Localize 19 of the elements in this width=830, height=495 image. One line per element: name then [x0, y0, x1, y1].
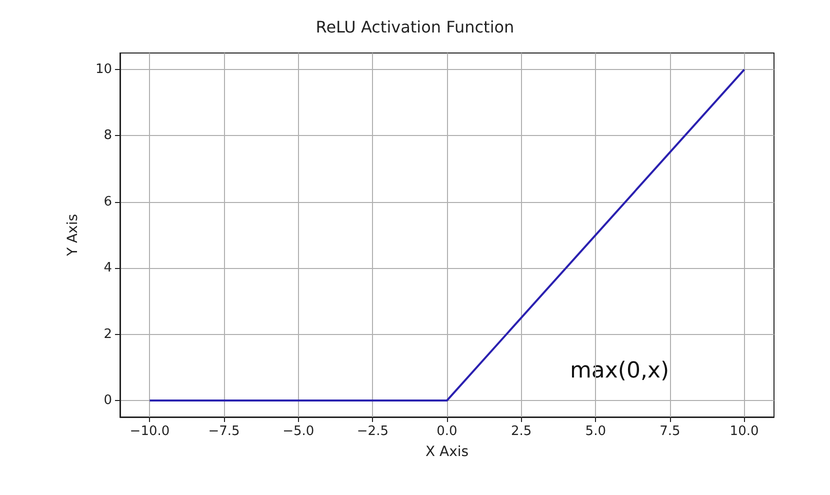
annotation: max(0,x) — [570, 358, 670, 384]
y-axis-title: Y Axis — [65, 214, 81, 258]
y-tick-label: 8 — [104, 128, 112, 144]
x-tick-label: 7.5 — [660, 424, 680, 439]
chart-title: ReLU Activation Function — [316, 18, 514, 36]
y-tick-label: 6 — [104, 194, 112, 210]
x-tick-label: −5.0 — [282, 424, 314, 439]
y-tick-label: 4 — [104, 260, 112, 276]
x-tick-label: 10.0 — [730, 424, 759, 439]
x-tick-label: −7.5 — [208, 424, 240, 439]
x-tick-label: −2.5 — [356, 424, 388, 439]
x-tick-label: 2.5 — [510, 424, 532, 439]
y-tick-label: 0 — [104, 392, 112, 408]
y-tick-label: 2 — [104, 326, 112, 342]
x-axis-title: X Axis — [425, 444, 469, 460]
x-tick-label: 5.0 — [585, 424, 606, 439]
y-tick-label: 10 — [95, 62, 112, 78]
x-tick-label: −10.0 — [130, 424, 170, 439]
x-tick-label: 0.0 — [436, 424, 458, 439]
